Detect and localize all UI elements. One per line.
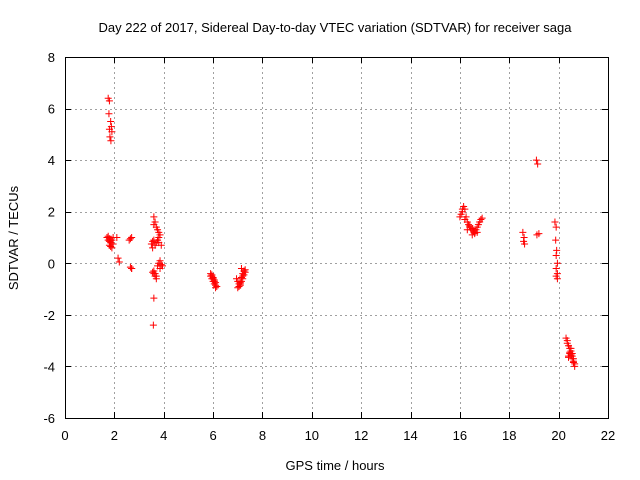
x-tick-label: 22 (601, 428, 615, 443)
data-point (461, 215, 469, 223)
data-point (108, 244, 116, 252)
data-point (534, 160, 542, 168)
data-point (241, 266, 249, 274)
data-point (113, 234, 121, 241)
x-tick-label: 14 (403, 428, 417, 443)
data-point (106, 133, 114, 141)
data-point (107, 137, 115, 145)
y-axis-label: SDTVAR / TECUs (6, 185, 21, 290)
data-point (552, 236, 560, 244)
data-point (237, 273, 245, 281)
data-point (156, 257, 164, 265)
x-tick-label: 12 (354, 428, 368, 443)
data-point (149, 237, 157, 245)
data-point (210, 280, 218, 288)
y-tick-label: -2 (43, 308, 55, 323)
data-point (521, 240, 529, 248)
data-point (208, 275, 216, 283)
data-point (128, 234, 136, 241)
data-point (105, 235, 113, 243)
data-points (103, 94, 579, 370)
y-tick-label: 0 (48, 256, 55, 271)
data-point (567, 344, 575, 352)
data-point (150, 270, 158, 278)
y-tick-label: 4 (48, 153, 55, 168)
x-tick-label: 6 (209, 428, 216, 443)
data-point (212, 284, 220, 292)
x-tick-label: 2 (111, 428, 118, 443)
data-point (571, 362, 579, 370)
data-point (569, 359, 577, 367)
data-point (107, 123, 115, 131)
data-point (149, 268, 157, 276)
y-tick-label: 2 (48, 205, 55, 220)
data-point (239, 275, 247, 283)
x-tick-label: 4 (160, 428, 167, 443)
data-point (478, 214, 486, 222)
plot-frame (65, 57, 609, 419)
data-point (551, 218, 559, 226)
data-point (563, 337, 571, 345)
data-point (552, 223, 560, 231)
x-tick-label: 10 (305, 428, 319, 443)
x-tick-label: 8 (259, 428, 266, 443)
x-axis-label: GPS time / hours (286, 458, 385, 473)
y-tick-label: -6 (43, 411, 55, 426)
data-point (552, 264, 560, 272)
data-point (154, 236, 162, 244)
data-point (128, 264, 136, 272)
data-point (237, 264, 245, 272)
data-point (535, 230, 543, 238)
y-tick-label: 8 (48, 50, 55, 65)
data-point (552, 252, 560, 260)
data-point (236, 280, 244, 288)
chart-title: Day 222 of 2017, Sidereal Day-to-day VTE… (98, 20, 572, 35)
data-point (105, 110, 113, 118)
y-tick-label: -4 (43, 359, 55, 374)
data-point (126, 235, 134, 243)
data-point (150, 294, 158, 302)
data-point (105, 97, 113, 105)
data-point (115, 258, 123, 266)
data-point (234, 284, 242, 292)
data-point (126, 263, 134, 271)
data-point (149, 321, 157, 329)
data-point (109, 240, 117, 248)
data-point (149, 244, 157, 252)
data-point (463, 226, 471, 234)
data-point (532, 156, 540, 164)
data-point (568, 355, 576, 363)
data-point (553, 259, 561, 267)
data-point (458, 205, 466, 213)
data-point (157, 261, 165, 269)
data-point (553, 275, 561, 283)
grid-lines (65, 57, 608, 418)
x-tick-label: 16 (453, 428, 467, 443)
x-tick-label: 18 (502, 428, 516, 443)
data-point (566, 348, 574, 356)
data-point (477, 215, 485, 223)
data-point (471, 230, 479, 238)
tick-labels: 0 2 4 6 8 10 12 14 16 18 20 22 -6 -4 -2 0 2 4 6 8 (43, 50, 615, 443)
data-point (107, 117, 115, 125)
x-tick-label: 20 (551, 428, 565, 443)
data-point (156, 264, 164, 272)
data-point (519, 228, 527, 236)
data-point (466, 222, 474, 230)
data-point (150, 213, 158, 221)
data-point (107, 236, 115, 244)
x-tick-label: 0 (61, 428, 68, 443)
data-point (114, 254, 122, 262)
data-point (565, 353, 573, 361)
y-tick-label: 6 (48, 102, 55, 117)
